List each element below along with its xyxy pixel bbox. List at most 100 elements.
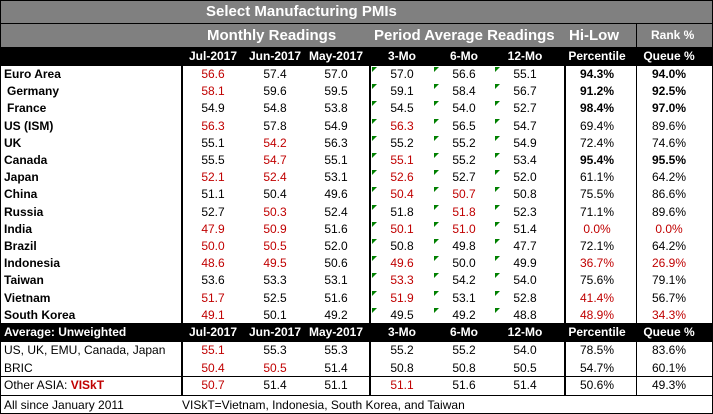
cell-3: 55.1 (390, 153, 414, 167)
cell-6: 0.0% (583, 221, 611, 236)
cell-7: 79.1% (651, 273, 687, 288)
cell-7: 26.9% (651, 256, 687, 271)
cell-5: 54.0 (513, 273, 537, 288)
cell-5: 52.7 (513, 101, 537, 116)
avg-header-5: 12-Mo (507, 325, 543, 339)
cell-4: 50.0 (452, 256, 476, 271)
row-label: US (ISM) (4, 118, 54, 133)
error-indicator-icon (372, 256, 377, 262)
cell-6: 48.9% (579, 307, 615, 322)
error-indicator-icon (495, 239, 500, 244)
cell-0: 49.1 (201, 307, 225, 322)
cell-2: 51.4 (324, 360, 348, 375)
cell-6: 78.5% (579, 343, 615, 357)
error-indicator-icon (372, 221, 377, 227)
cell-6: 36.7% (579, 256, 615, 271)
cell-4: 51.0 (452, 221, 476, 236)
error-indicator-icon (434, 84, 439, 90)
cell-0: 53.6 (201, 273, 225, 288)
cell-4: 55.2 (452, 153, 476, 167)
cell-0: 58.1 (201, 84, 225, 99)
cell-6: 95.4% (579, 153, 615, 167)
cell-0: 56.3 (201, 118, 225, 133)
row-label: Taiwan (4, 273, 44, 288)
row-label: UK (4, 135, 22, 150)
group-hilow: Hi-Low (569, 27, 619, 44)
cell-0: 51.1 (201, 187, 225, 202)
cell-2: 52.0 (324, 239, 348, 253)
cell-6: 72.4% (579, 135, 615, 150)
cell-3: 56.3 (390, 118, 414, 133)
table-row: Germany 58.1 59.6 59.5 59.1 58.4 56.7 91.2% 92.5… (1, 83, 712, 100)
cell-4: 50.7 (452, 187, 476, 202)
error-indicator-icon (434, 187, 439, 193)
cell-7: 95.5% (651, 153, 687, 167)
group-rank: Rank % (651, 28, 695, 42)
error-indicator-icon (495, 290, 500, 296)
cell-7: 97.0% (651, 101, 687, 116)
cell-6: 71.1% (579, 204, 615, 219)
cell-1: 57.4 (263, 67, 287, 81)
cell-0: 55.1 (201, 343, 225, 357)
cell-0: 55.1 (201, 135, 225, 150)
cell-4: 55.2 (452, 343, 476, 357)
cell-7: 92.5% (651, 84, 687, 99)
avg-header-6: Percentile (568, 325, 626, 339)
error-indicator-icon (495, 256, 500, 262)
cell-4: 56.6 (452, 67, 476, 81)
cell-2: 55.3 (324, 343, 348, 357)
row-label: South Korea (4, 307, 76, 322)
table-row: France 54.9 54.8 53.8 54.5 54.0 52.7 98.4% 97.0% (1, 100, 712, 117)
cell-3: 50.8 (390, 360, 414, 375)
cell-1: 52.4 (263, 170, 287, 185)
group-monthly: Monthly Readings (207, 27, 337, 44)
error-indicator-icon (495, 153, 500, 158)
error-indicator-icon (372, 153, 377, 158)
table-title: Select Manufacturing PMIs (1, 1, 712, 24)
average-row-label: Other ASIA: VISkT (4, 377, 104, 394)
error-indicator-icon (495, 307, 500, 313)
cell-3: 59.1 (390, 84, 414, 99)
cell-5: 54.9 (513, 135, 537, 150)
row-label: India (4, 221, 33, 236)
average-row-label-text: BRIC (4, 360, 33, 375)
cell-0: 48.6 (201, 256, 225, 271)
cell-2: 55.1 (324, 153, 348, 167)
footer-left: All since January 2011 (4, 398, 124, 412)
cell-1: 50.5 (263, 239, 287, 253)
error-indicator-icon (372, 307, 377, 313)
cell-1: 52.5 (263, 290, 287, 305)
error-indicator-icon (434, 204, 439, 210)
row-label: Euro Area (4, 67, 61, 81)
error-indicator-icon (372, 290, 377, 296)
row-label: France (7, 101, 47, 116)
cell-0: 55.5 (201, 153, 225, 167)
table-row: Brazil 50.0 50.5 52.0 50.8 49.8 47.7 72.1% 64.2% (1, 238, 712, 255)
error-indicator-icon (434, 101, 439, 107)
error-indicator-icon (434, 170, 439, 176)
row-label: Japan (4, 170, 39, 185)
cell-5: 56.7 (513, 84, 537, 99)
error-indicator-icon (495, 101, 500, 107)
error-indicator-icon (434, 135, 439, 141)
table-row: Taiwan 53.6 53.3 53.1 53.3 54.2 54.0 75.6% 79.1% (1, 272, 712, 289)
cell-3: 49.5 (390, 307, 414, 322)
error-indicator-icon (372, 118, 377, 124)
error-indicator-icon (434, 273, 439, 279)
error-indicator-icon (434, 307, 439, 313)
cell-0: 50.0 (201, 239, 225, 253)
col-header-6: Percentile (568, 49, 626, 63)
row-label: Russia (4, 204, 44, 219)
average-row-label-highlight: VISkT (70, 378, 105, 392)
cell-1: 57.8 (263, 118, 287, 133)
cell-3: 54.5 (390, 101, 414, 116)
cell-2: 51.6 (324, 221, 348, 236)
cell-7: 34.3% (651, 307, 687, 322)
error-indicator-icon (434, 118, 439, 124)
cell-4: 58.4 (452, 84, 476, 99)
cell-6: 75.6% (579, 273, 615, 288)
error-indicator-icon (434, 290, 439, 296)
cell-1: 54.8 (263, 101, 287, 116)
cell-3: 51.9 (390, 290, 414, 305)
cell-4: 51.6 (452, 378, 476, 392)
